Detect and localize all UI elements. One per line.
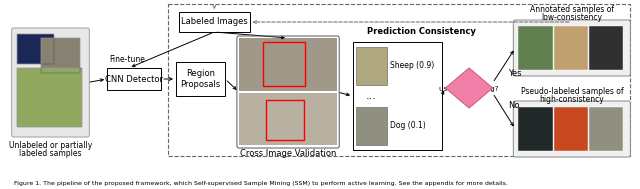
Text: Region
Proposals: Region Proposals: [180, 69, 221, 89]
Bar: [554, 107, 588, 151]
Text: high-consistency: high-consistency: [540, 94, 604, 104]
Text: Yes: Yes: [508, 70, 521, 78]
Bar: [17, 34, 54, 64]
Bar: [589, 26, 623, 70]
Bar: [356, 107, 387, 145]
Text: Prediction Consistency: Prediction Consistency: [367, 28, 476, 36]
Polygon shape: [445, 68, 493, 108]
Text: Dog (0.1): Dog (0.1): [390, 122, 426, 130]
Bar: [264, 42, 305, 86]
Text: Sheep (0.9): Sheep (0.9): [390, 61, 435, 70]
Bar: [518, 26, 553, 70]
Bar: [176, 62, 225, 96]
Text: Labeled Images: Labeled Images: [181, 18, 248, 26]
Bar: [17, 68, 83, 127]
Bar: [239, 93, 337, 145]
Text: low-consistency: low-consistency: [541, 12, 602, 22]
Bar: [589, 107, 623, 151]
Text: labeled samples: labeled samples: [19, 149, 82, 157]
Bar: [356, 47, 387, 85]
Text: CNN Detector: CNN Detector: [105, 74, 163, 84]
Bar: [17, 34, 54, 64]
Bar: [554, 26, 588, 70]
FancyBboxPatch shape: [513, 101, 630, 157]
Bar: [239, 38, 337, 91]
Text: user annotating?: user annotating?: [440, 86, 499, 92]
Text: Figure 1. The pipeline of the proposed framework, which Self-supervised Sample M: Figure 1. The pipeline of the proposed f…: [13, 181, 508, 187]
Bar: [17, 68, 83, 127]
Text: ...: ...: [366, 91, 377, 101]
Bar: [518, 107, 553, 151]
Text: Unlabeled or partially: Unlabeled or partially: [9, 140, 92, 149]
Text: Cross Image Validation: Cross Image Validation: [240, 149, 336, 159]
Text: Pseudo-labeled samples of: Pseudo-labeled samples of: [520, 88, 623, 97]
Bar: [179, 12, 250, 32]
Text: Require: Require: [456, 78, 483, 84]
Text: Annotated samples of: Annotated samples of: [530, 5, 614, 15]
FancyBboxPatch shape: [513, 20, 630, 76]
Bar: [41, 38, 81, 73]
Bar: [107, 68, 161, 90]
Text: Fine-tune: Fine-tune: [109, 56, 145, 64]
Bar: [168, 4, 630, 156]
Bar: [266, 100, 304, 140]
Bar: [353, 42, 442, 150]
Bar: [41, 38, 81, 73]
FancyBboxPatch shape: [12, 28, 90, 137]
Text: No: No: [509, 101, 520, 111]
